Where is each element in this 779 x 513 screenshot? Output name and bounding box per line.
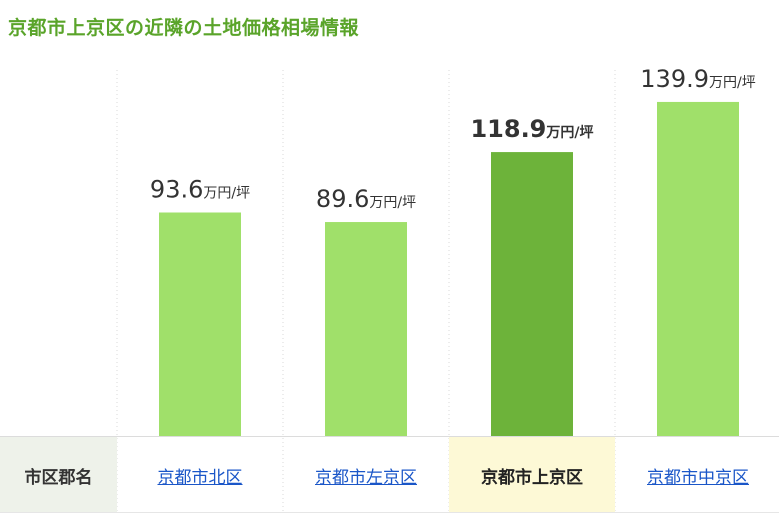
bar-3 <box>491 152 573 436</box>
category-link-1[interactable]: 京都市北区 <box>157 467 243 488</box>
table-top-divider <box>0 436 779 437</box>
category-cell-2[interactable]: 京都市左京区 <box>283 437 449 513</box>
bar-1 <box>159 212 241 436</box>
bar-value-label-3: 118.9万円/坪 <box>470 115 593 143</box>
row-label: 市区郡名 <box>0 437 117 513</box>
chart-title: 京都市上京区の近隣の土地価格相場情報 <box>8 17 360 39</box>
category-link-2[interactable]: 京都市左京区 <box>315 467 417 488</box>
category-cell-4[interactable]: 京都市中京区 <box>615 437 779 513</box>
bar-value-label-2: 89.6万円/坪 <box>316 185 416 213</box>
bar-value-label-4: 139.9万円/坪 <box>640 65 755 93</box>
bar-value-label-1: 93.6万円/坪 <box>150 175 250 203</box>
category-link-4[interactable]: 京都市中京区 <box>647 467 749 488</box>
category-label-current: 京都市上京区 <box>481 467 583 488</box>
bar-2 <box>325 222 407 436</box>
bar-4 <box>657 101 739 436</box>
category-cell-1[interactable]: 京都市北区 <box>117 437 283 513</box>
category-cell-3: 京都市上京区 <box>449 437 615 513</box>
